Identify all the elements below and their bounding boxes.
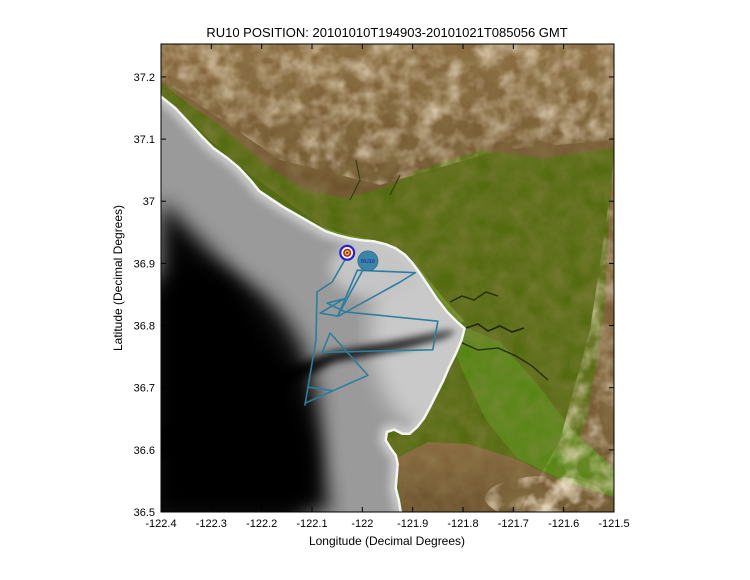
y-tick-label: 36.5 <box>134 507 155 519</box>
x-tick-label: -121.8 <box>447 518 478 530</box>
elkhorn-slough <box>465 323 525 333</box>
y-tick-label: 37 <box>143 196 155 208</box>
pajaro-river <box>449 291 499 303</box>
y-tick-label: 36.9 <box>134 258 155 270</box>
east-peaks-highlight <box>520 160 614 512</box>
bullseye-center-dot <box>346 251 349 254</box>
x-tick-label: -121.9 <box>397 518 428 530</box>
y-axis-label: Latitude (Decimal Degrees) <box>111 205 125 351</box>
x-tick-label: -122 <box>351 518 373 530</box>
axis-box <box>160 43 615 513</box>
glider-marker-label: RU10 <box>361 259 375 265</box>
y-tick-label: 37.2 <box>134 72 155 84</box>
glider-position-marker: RU10 <box>357 250 379 272</box>
y-tick-label: 37.1 <box>134 134 155 146</box>
north-peaks-highlight <box>161 44 614 185</box>
x-tick-label: -121.5 <box>598 518 629 530</box>
mountain-creeks <box>349 159 401 201</box>
axis-ticks <box>160 44 615 513</box>
waypoint-bullseye-marker <box>339 244 356 261</box>
map-canvas: RU10 <box>161 44 614 512</box>
y-tick-label: 36.7 <box>134 383 155 395</box>
x-axis-label: Longitude (Decimal Degrees) <box>309 534 465 548</box>
glider-track-line <box>304 255 439 406</box>
glider-marker-circle <box>357 250 379 272</box>
x-tick-label: -122.3 <box>196 518 227 530</box>
plot-title: RU10 POSITION: 20101010T194903-20101021T… <box>206 25 567 40</box>
relief-mottle <box>161 44 614 512</box>
x-tick-label: -122.4 <box>145 518 176 530</box>
y-tick-label: 36.8 <box>134 321 155 333</box>
x-tick-label: -121.6 <box>548 518 579 530</box>
x-tick-label: -121.7 <box>498 518 529 530</box>
x-tick-label: -122.2 <box>246 518 277 530</box>
south-peaks-highlight <box>485 476 605 512</box>
axis-tick-labels: -122.4 -122.3 -122.2 -122.1 -122 -121.9 -121.8… <box>134 72 630 530</box>
x-tick-label: -122.1 <box>296 518 327 530</box>
y-tick-label: 36.6 <box>134 445 155 457</box>
salinas-river <box>459 341 549 381</box>
